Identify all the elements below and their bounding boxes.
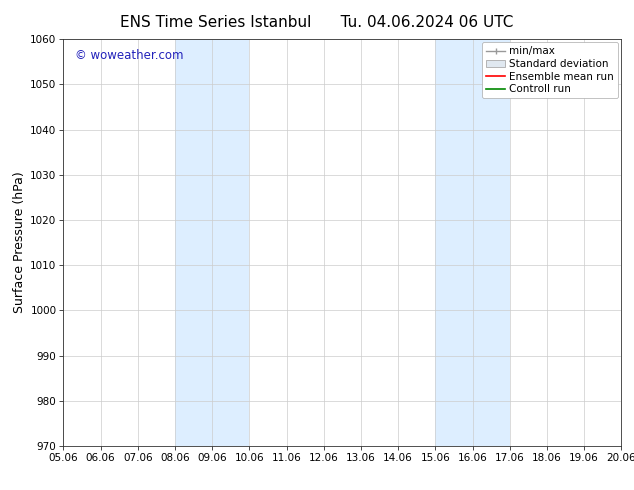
Text: © woweather.com: © woweather.com: [75, 49, 183, 62]
Text: ENS Time Series Istanbul      Tu. 04.06.2024 06 UTC: ENS Time Series Istanbul Tu. 04.06.2024 …: [120, 15, 514, 30]
Legend: min/max, Standard deviation, Ensemble mean run, Controll run: min/max, Standard deviation, Ensemble me…: [482, 42, 618, 98]
Y-axis label: Surface Pressure (hPa): Surface Pressure (hPa): [13, 172, 26, 314]
Bar: [175, 39, 249, 446]
Bar: [436, 39, 510, 446]
